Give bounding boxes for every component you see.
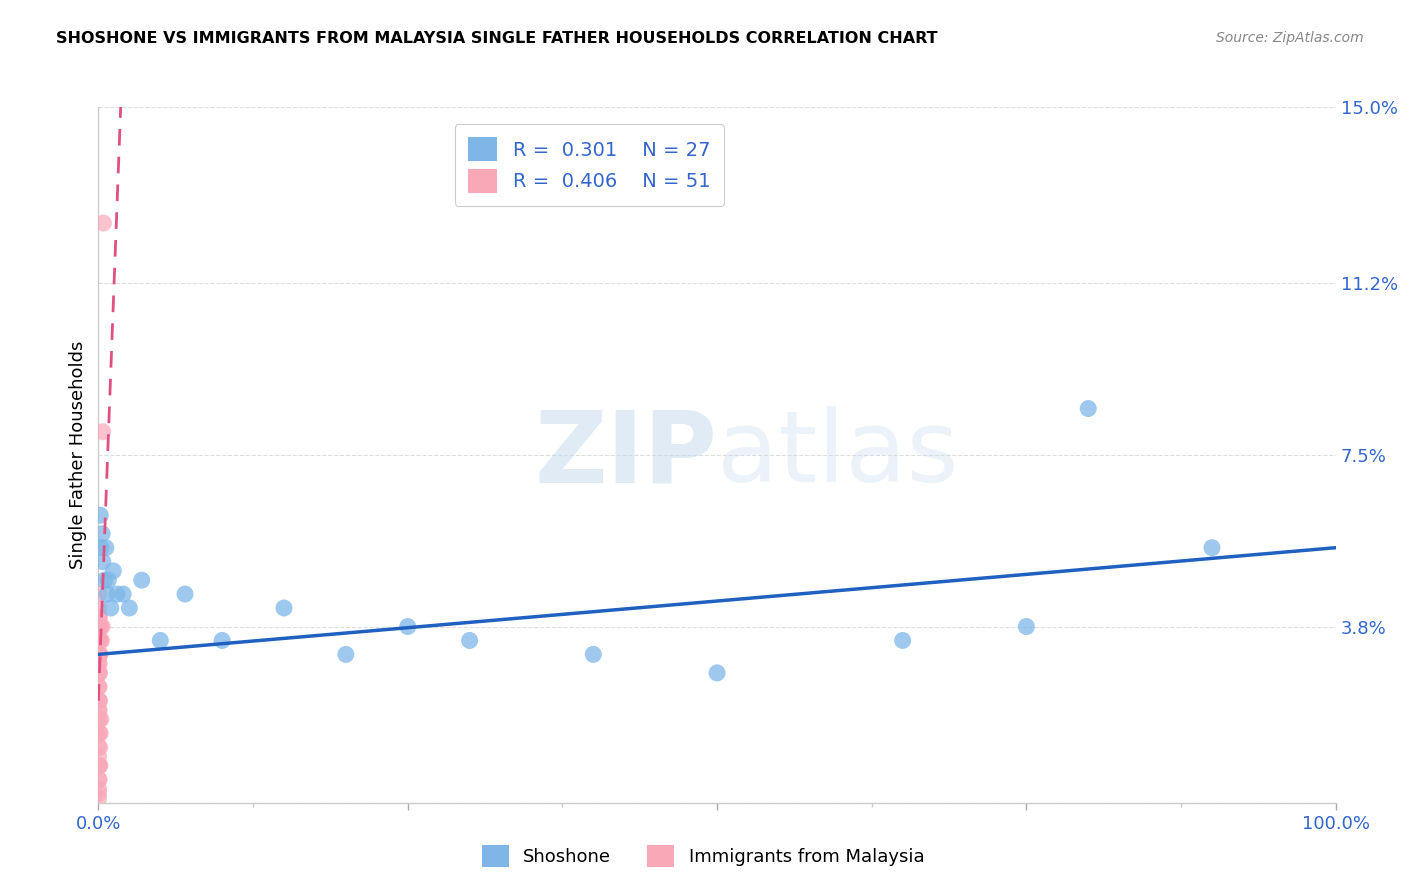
Point xyxy=(87,680,110,694)
Point xyxy=(87,633,110,648)
Point xyxy=(87,726,110,740)
Point xyxy=(87,772,110,787)
Point xyxy=(891,633,914,648)
Point xyxy=(1201,541,1223,555)
Point xyxy=(91,526,114,541)
Legend: Shoshone, Immigrants from Malaysia: Shoshone, Immigrants from Malaysia xyxy=(474,838,932,874)
Point xyxy=(89,665,111,680)
Point xyxy=(118,601,141,615)
Point xyxy=(87,703,110,717)
Point xyxy=(211,633,233,648)
Point xyxy=(90,633,112,648)
Point xyxy=(89,633,111,648)
Point xyxy=(89,726,111,740)
Point xyxy=(174,587,197,601)
Y-axis label: Single Father Households: Single Father Households xyxy=(69,341,87,569)
Point xyxy=(96,587,118,601)
Text: SHOSHONE VS IMMIGRANTS FROM MALAYSIA SINGLE FATHER HOUSEHOLDS CORRELATION CHART: SHOSHONE VS IMMIGRANTS FROM MALAYSIA SIN… xyxy=(56,31,938,46)
Point xyxy=(396,619,419,633)
Point xyxy=(87,712,110,726)
Point xyxy=(87,758,110,772)
Point xyxy=(89,740,111,755)
Point xyxy=(87,787,110,801)
Point xyxy=(89,648,111,662)
Point xyxy=(87,781,110,796)
Point xyxy=(90,619,112,633)
Point xyxy=(87,587,110,601)
Point xyxy=(89,633,111,648)
Point xyxy=(458,633,481,648)
Point xyxy=(706,665,728,680)
Point xyxy=(149,633,172,648)
Point xyxy=(131,573,153,587)
Point xyxy=(335,648,357,662)
Point xyxy=(87,619,110,633)
Point xyxy=(87,601,110,615)
Point xyxy=(87,680,110,694)
Point xyxy=(87,665,110,680)
Point xyxy=(93,216,115,230)
Point xyxy=(582,648,605,662)
Point xyxy=(91,619,114,633)
Point xyxy=(1077,401,1099,416)
Point xyxy=(87,665,110,680)
Point xyxy=(87,703,110,717)
Text: Source: ZipAtlas.com: Source: ZipAtlas.com xyxy=(1216,31,1364,45)
Point xyxy=(87,633,110,648)
Point xyxy=(87,694,110,708)
Point xyxy=(87,619,110,633)
Point xyxy=(105,587,128,601)
Point xyxy=(89,694,111,708)
Point xyxy=(87,740,110,755)
Point xyxy=(89,508,111,523)
Point xyxy=(112,587,135,601)
Legend: R =  0.301    N = 27, R =  0.406    N = 51: R = 0.301 N = 27, R = 0.406 N = 51 xyxy=(454,124,724,206)
Point xyxy=(87,726,110,740)
Point xyxy=(89,648,111,662)
Point xyxy=(90,712,112,726)
Point xyxy=(87,657,110,671)
Point xyxy=(91,555,114,569)
Point xyxy=(94,541,117,555)
Point xyxy=(87,610,110,624)
Point xyxy=(87,772,110,787)
Point xyxy=(87,648,110,662)
Point xyxy=(89,619,111,633)
Point xyxy=(273,601,295,615)
Point xyxy=(89,758,111,772)
Point xyxy=(93,573,115,587)
Point xyxy=(89,610,111,624)
Point xyxy=(97,573,120,587)
Point xyxy=(103,564,125,578)
Point xyxy=(87,648,110,662)
Point xyxy=(89,648,111,662)
Point xyxy=(91,425,114,439)
Point xyxy=(89,619,111,633)
Point xyxy=(89,758,111,772)
Point xyxy=(89,712,111,726)
Point xyxy=(87,657,110,671)
Text: atlas: atlas xyxy=(717,407,959,503)
Text: ZIP: ZIP xyxy=(534,407,717,503)
Point xyxy=(87,749,110,764)
Point xyxy=(90,541,112,555)
Point xyxy=(100,601,122,615)
Point xyxy=(1015,619,1038,633)
Point xyxy=(87,791,110,805)
Point xyxy=(87,694,110,708)
